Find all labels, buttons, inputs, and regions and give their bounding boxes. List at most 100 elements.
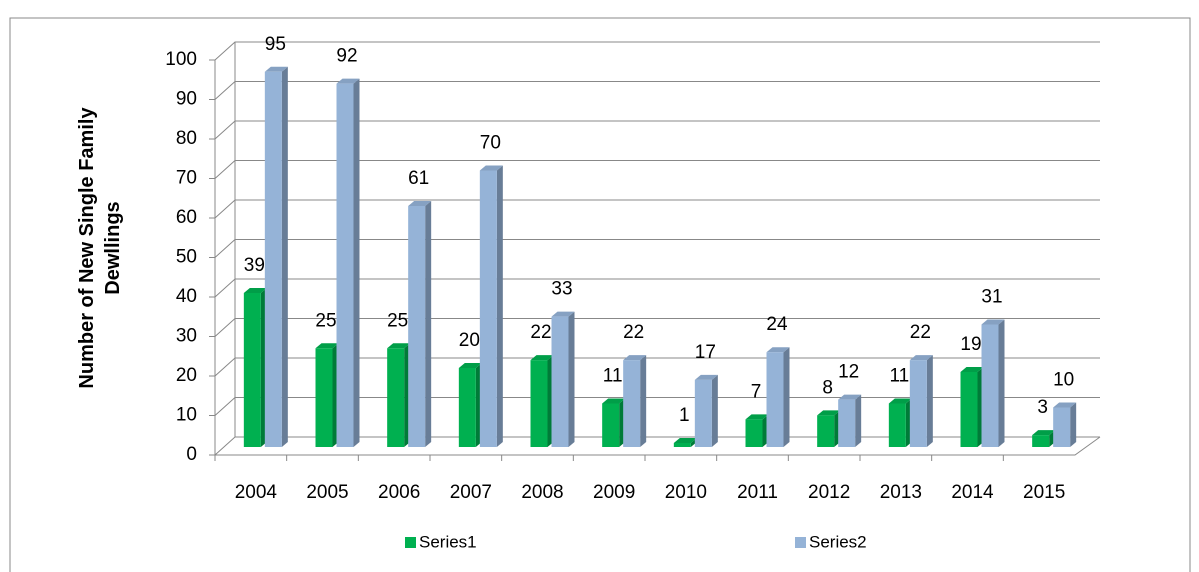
y-tick-label: 0 <box>186 444 197 465</box>
bar <box>315 343 339 447</box>
bar-top <box>960 366 984 372</box>
legend-swatch <box>795 537 806 548</box>
bar <box>909 355 933 447</box>
data-label: 25 <box>387 310 408 331</box>
data-label: 3 <box>1037 397 1048 418</box>
bar-top <box>530 355 554 361</box>
data-label: 22 <box>623 322 644 343</box>
bar-face <box>673 443 691 447</box>
bar-top <box>1053 402 1077 408</box>
x-tick-label: 2014 <box>951 482 994 503</box>
bar-top <box>387 343 411 349</box>
bar-face <box>745 419 763 447</box>
bar-face <box>981 324 999 447</box>
bar-face <box>387 348 405 447</box>
data-label: 20 <box>459 330 480 351</box>
bar <box>1032 430 1056 447</box>
x-tick-label: 2011 <box>737 482 778 503</box>
bar <box>888 398 912 447</box>
y-tick-label: 50 <box>176 247 197 268</box>
x-tick-label: 2007 <box>450 482 492 503</box>
data-label: 11 <box>889 366 909 387</box>
bar-side <box>998 319 1005 447</box>
bar-face <box>623 360 641 447</box>
legend-label: Series2 <box>809 532 867 551</box>
bar <box>817 410 841 447</box>
grid-line <box>214 41 1100 61</box>
grid-line <box>214 239 1100 258</box>
bar-top <box>745 414 769 420</box>
bar-side <box>281 66 288 447</box>
bar <box>551 311 575 447</box>
bar <box>336 78 360 447</box>
grid-line <box>214 436 1100 456</box>
bar-side <box>640 355 647 447</box>
bar <box>530 355 554 447</box>
bar-face <box>479 170 497 447</box>
y-tick-label: 10 <box>176 405 197 426</box>
bar-top <box>264 66 288 72</box>
bar-side <box>926 355 933 447</box>
bar-top <box>315 343 339 349</box>
grid-line <box>214 81 1100 100</box>
bar-top <box>243 287 267 293</box>
bar <box>479 165 503 447</box>
y-tick-label: 60 <box>176 207 197 228</box>
data-label: 12 <box>838 362 859 383</box>
bar-top <box>336 78 360 84</box>
y-tick-label: 100 <box>165 49 197 70</box>
chart-frame <box>9 17 1191 572</box>
data-label: 95 <box>265 34 286 55</box>
x-tick-label: 2015 <box>1023 482 1065 503</box>
bar-side <box>783 347 790 447</box>
bar <box>960 366 984 447</box>
bar-side <box>711 374 718 447</box>
bar <box>1053 402 1077 447</box>
bar-side <box>855 394 862 447</box>
data-label: 25 <box>315 310 336 331</box>
data-label: 39 <box>244 255 265 276</box>
data-label: 31 <box>981 287 1002 308</box>
bar-top <box>479 165 503 171</box>
legend-label: Series1 <box>419 532 477 551</box>
y-tick-label: 90 <box>176 89 197 110</box>
bar-top <box>673 438 697 444</box>
bar <box>264 66 288 447</box>
bar-top <box>909 355 933 361</box>
bar <box>243 287 267 447</box>
bar <box>623 355 647 447</box>
data-label: 22 <box>530 322 551 343</box>
y-tick-label: 70 <box>176 168 197 189</box>
y-tick-label: 30 <box>176 326 197 347</box>
bar-top <box>602 398 626 404</box>
bar-top <box>766 347 790 353</box>
grid-line <box>214 120 1100 140</box>
bar <box>602 398 626 447</box>
grid-line <box>214 397 1100 416</box>
data-label: 61 <box>408 168 429 189</box>
x-tick-label: 2005 <box>306 482 348 503</box>
bar <box>766 347 790 447</box>
bar-face <box>408 206 426 447</box>
grid-line <box>214 318 1100 337</box>
bar-face <box>336 83 354 447</box>
data-label: 22 <box>910 322 931 343</box>
bar-face <box>888 403 906 447</box>
x-tick-label: 2010 <box>665 482 707 503</box>
bar-face <box>458 368 476 447</box>
bar-top <box>623 355 647 361</box>
bar-face <box>766 352 784 447</box>
bar-face <box>243 292 261 447</box>
y-tick-label: 20 <box>176 365 197 386</box>
data-label: 19 <box>960 334 981 355</box>
bar-top <box>981 319 1005 325</box>
bar-face <box>530 360 548 447</box>
data-label: 92 <box>336 46 357 67</box>
x-tick-label: 2006 <box>378 482 420 503</box>
bar <box>673 438 697 447</box>
bar <box>981 319 1005 447</box>
data-label: 8 <box>822 377 833 398</box>
bar-face <box>960 371 978 447</box>
